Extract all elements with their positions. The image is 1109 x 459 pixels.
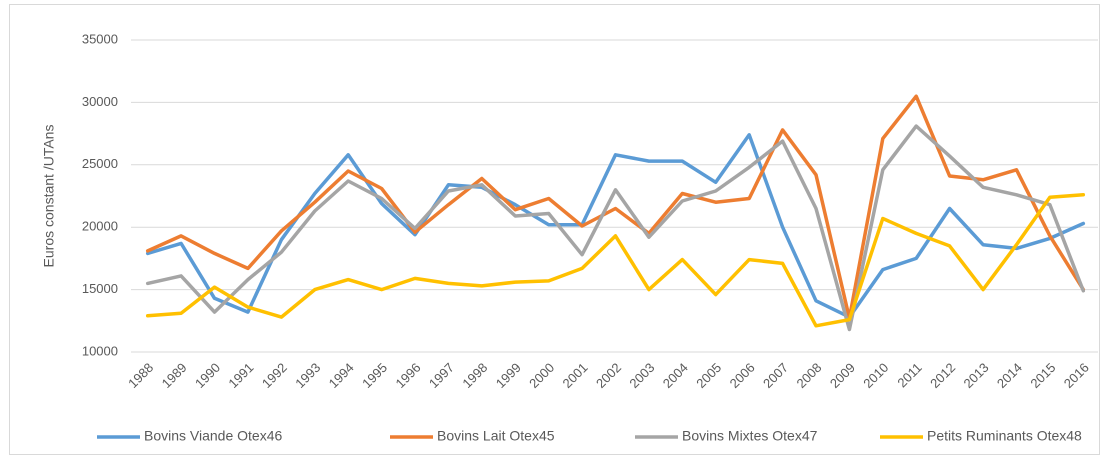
data-line (145, 124, 1086, 332)
y-axis-label: Euros constant /UTAns (41, 125, 57, 268)
data-line (145, 94, 1086, 321)
y-tick-label: 25000 (82, 156, 118, 171)
data-line (145, 193, 1086, 328)
chart-border (9, 4, 1100, 455)
legend-label: Bovins Mixtes Otex47 (682, 428, 818, 444)
legend-label: Bovins Viande Otex46 (144, 428, 282, 444)
y-tick-label: 10000 (82, 343, 118, 358)
y-tick-label: 20000 (82, 219, 118, 234)
y-tick-label: 15000 (82, 281, 118, 296)
legend-label: Petits Ruminants Otex48 (927, 428, 1082, 444)
data-line (145, 133, 1086, 319)
y-tick-label: 30000 (82, 94, 118, 109)
y-tick-label: 35000 (82, 31, 118, 46)
legend-label: Bovins Lait Otex45 (437, 428, 555, 444)
